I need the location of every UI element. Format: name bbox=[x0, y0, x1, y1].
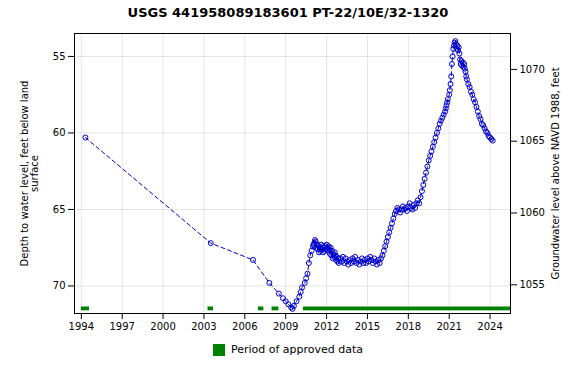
svg-text:70: 70 bbox=[53, 280, 66, 291]
svg-text:1055: 1055 bbox=[520, 279, 545, 290]
svg-text:2018: 2018 bbox=[396, 321, 421, 332]
svg-text:2000: 2000 bbox=[150, 321, 175, 332]
svg-text:1065: 1065 bbox=[520, 135, 545, 146]
svg-text:2024: 2024 bbox=[477, 321, 502, 332]
svg-text:60: 60 bbox=[53, 127, 66, 138]
svg-text:1994: 1994 bbox=[69, 321, 94, 332]
html-text:USGS 441958089183601 PT-22/10E: USGS 441958089183601 PT-22/10E/32-1320 bbox=[127, 5, 449, 20]
svg-text:2009: 2009 bbox=[273, 321, 298, 332]
svg-text:1060: 1060 bbox=[520, 207, 545, 218]
svg-text:2006: 2006 bbox=[232, 321, 257, 332]
svg-text:1070: 1070 bbox=[520, 64, 545, 75]
svg-text:Groundwater level above NAVD 1: Groundwater level above NAVD 1988, feet bbox=[550, 67, 561, 279]
svg-text:2012: 2012 bbox=[314, 321, 339, 332]
svg-text:2021: 2021 bbox=[436, 321, 461, 332]
svg-text:65: 65 bbox=[53, 204, 66, 215]
html-text:Period of approved data: Period of approved data bbox=[230, 343, 364, 356]
svg-text:2015: 2015 bbox=[355, 321, 380, 332]
svg-text:55: 55 bbox=[53, 51, 66, 62]
svg-text:1997: 1997 bbox=[109, 321, 134, 332]
svg-text:Depth to water level, feet bel: Depth to water level, feet below landsur… bbox=[19, 81, 40, 267]
svg-text:2003: 2003 bbox=[191, 321, 216, 332]
